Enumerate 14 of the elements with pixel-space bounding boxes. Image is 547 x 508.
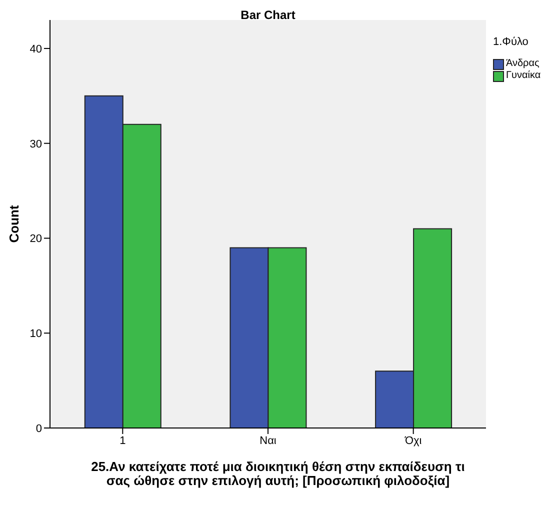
y-tick-label: 0 xyxy=(36,422,42,435)
y-axis-title: Count xyxy=(6,204,22,243)
chart-title: Bar Chart xyxy=(240,8,296,22)
legend-title: 1.Φύλο xyxy=(493,36,530,48)
x-axis-title: 25.Αν κατείχατε ποτέ μια διοικητική θέση στην εκπαίδευση τι σας ώθησε στην επιλογή αυτή; [Προσωπική φιλοδοξία] xyxy=(90,459,466,488)
y-tick-label: 30 xyxy=(30,138,42,150)
y-tick-label: 40 xyxy=(30,43,42,56)
legend-label: Γυναίκα xyxy=(506,70,541,82)
x-tick-label: Όχι xyxy=(404,434,422,447)
x-tick-label: Ναι xyxy=(260,434,277,447)
y-tick-label: 10 xyxy=(30,328,42,340)
legend-label: Άνδρας xyxy=(506,58,540,70)
y-tick-label: 20 xyxy=(30,233,42,246)
x-tick-label: 1 xyxy=(120,434,126,447)
